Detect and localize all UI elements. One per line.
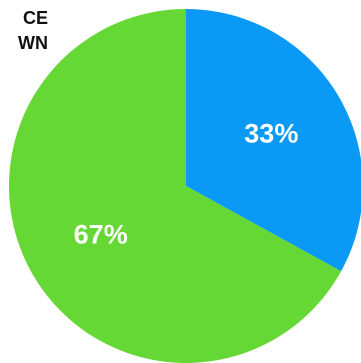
title-line: CE [23,8,48,28]
pie [8,9,361,363]
pie-slice [8,9,342,363]
value-label: 33% [244,119,298,149]
value-label: 67% [74,220,128,250]
title-line: WN [18,33,48,53]
pie-slice [186,9,361,272]
